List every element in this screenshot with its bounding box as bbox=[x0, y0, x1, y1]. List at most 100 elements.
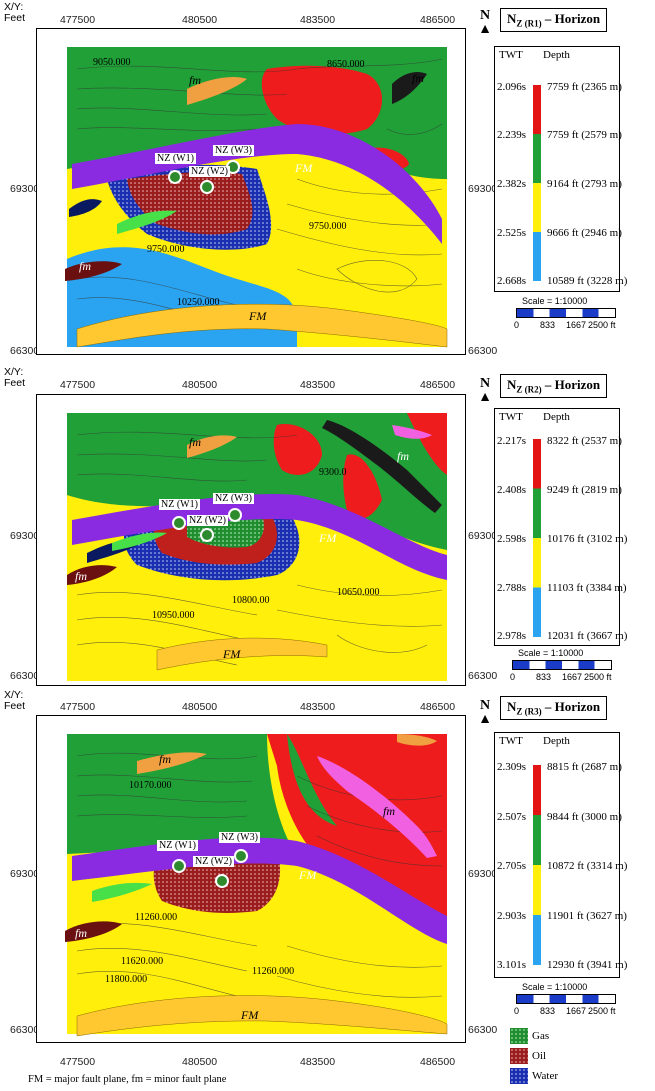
fault-label-major: FM bbox=[295, 161, 313, 175]
north-arrow: N ▲ bbox=[478, 8, 492, 37]
depth-legend-r3: TWT Depth 2.309s 8815 ft (2687 m) 2.507s… bbox=[494, 732, 627, 978]
twt-value: 2.382s bbox=[497, 178, 527, 190]
contour-label: 10950.000 bbox=[152, 610, 195, 621]
xy-feet-label: X/Y: Feet bbox=[4, 689, 26, 712]
x-tick: 486500 bbox=[420, 1056, 456, 1068]
legend-oil-label: Oil bbox=[532, 1050, 547, 1062]
map-r2-canvas bbox=[37, 395, 465, 685]
depth-value: 9666 ft (2946 m) bbox=[547, 227, 622, 239]
fault-label-major: FM bbox=[241, 1008, 259, 1022]
x-tick: 483500 bbox=[300, 701, 336, 713]
x-tick: 477500 bbox=[60, 1056, 96, 1068]
x-tick: 477500 bbox=[60, 14, 96, 26]
oil-zone bbox=[261, 65, 382, 135]
contour-label: 9750.000 bbox=[309, 221, 347, 232]
oil-swatch bbox=[510, 1048, 528, 1064]
y-tick: 66300 bbox=[468, 1024, 498, 1036]
x-tick: 477500 bbox=[60, 701, 96, 713]
x-tick: 486500 bbox=[420, 701, 456, 713]
north-arrow: N ▲ bbox=[478, 376, 492, 405]
twt-value: 2.239s bbox=[497, 129, 527, 141]
scale-bar-r3: Scale = 1:10000 0 833 1667 2500 ft bbox=[514, 982, 616, 1016]
horizon-map-r3[interactable]: 10170.000 11260.000 11620.000 11800.000 … bbox=[36, 715, 466, 1043]
fault-label-minor: fm bbox=[397, 449, 409, 463]
depth-legend-r1: TWT Depth 2.096s 7759 ft (2365 m) 2.239s… bbox=[494, 46, 627, 292]
depth-value: 7759 ft (2365 m) bbox=[547, 81, 622, 93]
well-label-w1: NZ (W1) bbox=[155, 153, 196, 164]
y-tick: 66300 bbox=[468, 670, 498, 682]
x-tick: 477500 bbox=[60, 379, 96, 391]
xy-feet-label: X/Y: Feet bbox=[4, 1, 26, 24]
depth-legend-r2: TWT Depth 2.217s 8322 ft (2537 m) 2.408s… bbox=[494, 408, 627, 646]
gas-swatch bbox=[510, 1028, 528, 1044]
contour-label: 10250.000 bbox=[177, 297, 220, 308]
x-tick: 480500 bbox=[182, 14, 218, 26]
contour-label: 11620.000 bbox=[121, 956, 164, 967]
fault-label-minor: fm bbox=[189, 435, 201, 449]
x-tick: 483500 bbox=[300, 14, 336, 26]
panel-title-r3: NZ (R3) – Horizon bbox=[500, 696, 608, 720]
major-fault-plane bbox=[76, 303, 448, 348]
minor-fault-plane bbox=[187, 77, 247, 105]
legend-gas-label: Gas bbox=[532, 1030, 550, 1042]
x-tick: 483500 bbox=[300, 379, 336, 391]
contour-label: 10800.00 bbox=[232, 595, 270, 606]
depth-value: 7759 ft (2579 m) bbox=[547, 129, 622, 141]
depth-value: 9164 ft (2793 m) bbox=[547, 178, 622, 190]
y-tick: 69300 bbox=[10, 868, 40, 880]
color-bar bbox=[533, 85, 541, 281]
well-label-w1: NZ (W1) bbox=[159, 499, 200, 510]
x-tick: 480500 bbox=[182, 701, 218, 713]
well-label-w2: NZ (W2) bbox=[189, 166, 230, 177]
contour-label: 11260.000 bbox=[135, 912, 178, 923]
well-marker bbox=[200, 180, 214, 194]
fault-label-minor: fm bbox=[412, 71, 424, 85]
fluid-legend: Gas Oil Water bbox=[510, 1028, 600, 1088]
contour-label: 11800.000 bbox=[105, 974, 148, 985]
scale-bar-r1: Scale = 1:10000 0 833 1667 2500 ft bbox=[514, 296, 616, 330]
y-tick: 66300 bbox=[10, 345, 40, 357]
minor-fault-plane bbox=[65, 261, 122, 281]
fault-label-major: FM bbox=[249, 309, 267, 323]
well-label-w3: NZ (W3) bbox=[213, 493, 254, 504]
y-tick: 69300 bbox=[10, 530, 40, 542]
twt-header: TWT bbox=[499, 49, 523, 61]
panel-title-r2: NZ (R2) – Horizon bbox=[500, 374, 608, 398]
footnote: FM = major fault plane, fm = minor fault… bbox=[28, 1074, 227, 1085]
fault-label-minor: fm bbox=[79, 259, 91, 273]
horizon-map-r2[interactable]: 9300.0 10950.000 10800.00 10650.000 FM F… bbox=[36, 394, 466, 686]
y-tick: 69300 bbox=[468, 868, 498, 880]
map-r3-canvas bbox=[37, 716, 465, 1042]
x-tick: 480500 bbox=[182, 379, 218, 391]
minor-fault-plane bbox=[392, 72, 427, 104]
well-label-w2: NZ (W2) bbox=[193, 856, 234, 867]
fault-label-major: FM bbox=[319, 531, 337, 545]
y-tick: 69300 bbox=[468, 183, 498, 195]
xy-feet-label: X/Y: Feet bbox=[4, 366, 26, 389]
y-tick: 66300 bbox=[10, 670, 40, 682]
x-tick: 486500 bbox=[420, 14, 456, 26]
y-tick: 66300 bbox=[10, 1024, 40, 1036]
contour-label: 9750.000 bbox=[147, 244, 185, 255]
twt-value: 2.525s bbox=[497, 227, 527, 239]
fault-label-minor: fm bbox=[75, 926, 87, 940]
contour-label: 9050.000 bbox=[93, 57, 131, 68]
twt-value: 2.668s bbox=[497, 275, 527, 287]
y-tick: 66300 bbox=[468, 345, 498, 357]
panel-title-r1: NZ (R1) – Horizon bbox=[500, 8, 608, 32]
water-swatch bbox=[510, 1068, 528, 1084]
fault-label-minor: fm bbox=[159, 752, 171, 766]
fault-label-minor: fm bbox=[189, 73, 201, 87]
contour-label: 10650.000 bbox=[337, 587, 380, 598]
x-tick: 480500 bbox=[182, 1056, 218, 1068]
depth-header: Depth bbox=[543, 49, 570, 61]
horizon-map-r1[interactable]: 9050.000 8650.000 9750.000 9750.000 1025… bbox=[36, 28, 466, 355]
map-r1-canvas bbox=[37, 29, 465, 354]
well-marker bbox=[168, 170, 182, 184]
contour-label: 9300.0 bbox=[319, 467, 347, 478]
contour-label: 11260.000 bbox=[252, 966, 295, 977]
contour-label: 10170.000 bbox=[129, 780, 172, 791]
north-arrow: N ▲ bbox=[478, 698, 492, 727]
y-tick: 69300 bbox=[10, 183, 40, 195]
fault-label-major: FM bbox=[223, 647, 241, 661]
